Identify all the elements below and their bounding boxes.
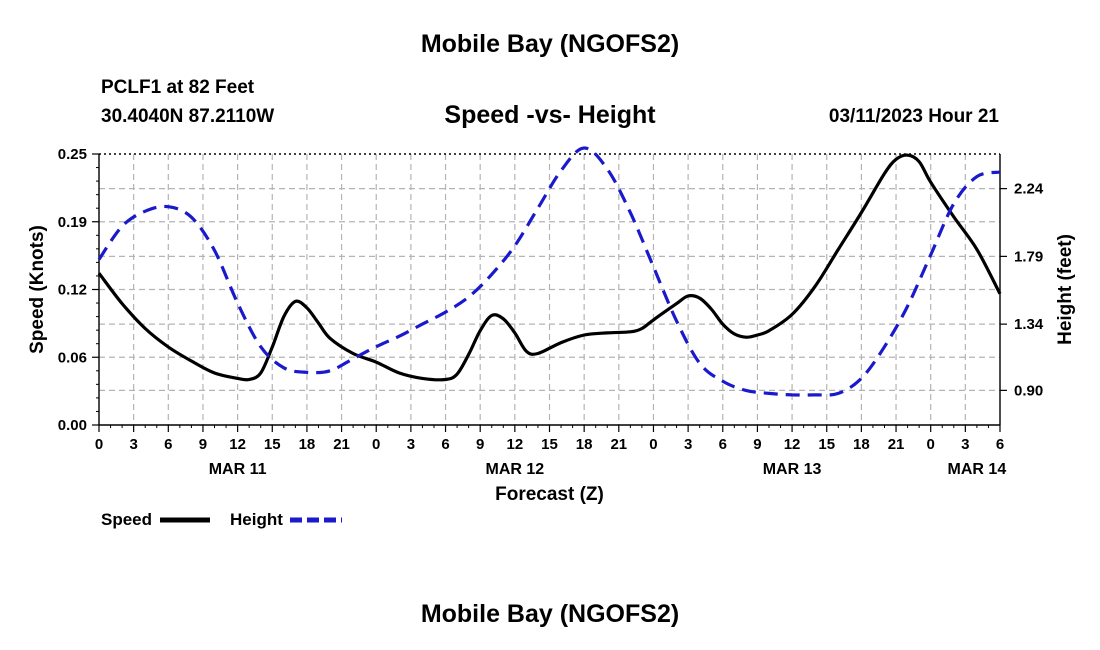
coordinates-label: 30.4040N 87.2110W: [101, 106, 275, 127]
x-tick-label: 15: [264, 436, 281, 453]
timestamp-label: 03/11/2023 Hour 21: [828, 106, 999, 127]
x-tick-label: 0: [95, 436, 103, 453]
legend-label-height: Height: [230, 510, 283, 529]
x-tick-label: 9: [199, 436, 207, 453]
series-line-height: [97, 146, 1001, 397]
x-tick-label: 21: [333, 436, 350, 453]
x-tick-label: 15: [541, 436, 558, 453]
date-label: MAR 14: [948, 461, 1007, 478]
footer-title: Mobile Bay (NGOFS2): [420, 600, 680, 628]
x-tick-label: 3: [407, 436, 415, 453]
x-tick-label: 9: [476, 436, 484, 453]
x-tick-label: 18: [299, 436, 316, 453]
x-axis-label: Forecast (Z): [495, 484, 604, 505]
x-tick-label: 18: [576, 436, 593, 453]
y-tick-label: 0.25: [58, 146, 87, 163]
x-tick-label: 3: [129, 436, 137, 453]
x-tick-label: 12: [784, 436, 801, 453]
x-tick-label: 9: [753, 436, 761, 453]
legend-label-speed: Speed: [101, 510, 152, 529]
x-tick-label: 3: [961, 436, 969, 453]
y2-tick-label: 1.34: [1014, 316, 1044, 333]
x-tick-label: 6: [164, 436, 172, 453]
y-axis-label: Speed (Knots): [27, 225, 48, 354]
page-title: Mobile Bay (NGOFS2): [420, 30, 680, 58]
y2-axis-label: Height (feet): [1055, 234, 1076, 345]
y2-tick-label: 0.90: [1014, 382, 1043, 399]
x-tick-label: 21: [888, 436, 905, 453]
y2-tick-label: 2.24: [1014, 181, 1044, 198]
x-tick-label: 0: [649, 436, 657, 453]
chart-subtitle: Speed -vs- Height: [444, 101, 656, 129]
date-label: MAR 13: [763, 461, 822, 478]
y-tick-label: 0.06: [58, 349, 87, 366]
x-tick-label: 12: [229, 436, 246, 453]
x-tick-label: 6: [441, 436, 449, 453]
x-tick-label: 6: [719, 436, 727, 453]
speed-height-chart: 0 3 6 9 12 15 18 21 0 3 6 9 12 15 18 21 0 3 6 9 12 15 18 21 0 3 6 M…: [27, 146, 1076, 529]
y2-tick-label: 1.79: [1014, 248, 1043, 265]
date-label: MAR 11: [209, 461, 267, 478]
y-tick-label: 0.19: [58, 214, 87, 231]
x-tick-label: 15: [818, 436, 835, 453]
x-tick-label: 21: [610, 436, 627, 453]
y-tick-label: 0.12: [58, 282, 87, 299]
x-tick-label: 12: [507, 436, 524, 453]
station-label: PCLF1 at 82 Feet: [101, 77, 255, 98]
x-tick-label: 0: [372, 436, 380, 453]
x-tick-label: 6: [996, 436, 1004, 453]
x-tick-label: 0: [927, 436, 935, 453]
date-label: MAR 12: [486, 461, 545, 478]
x-tick-label: 3: [684, 436, 692, 453]
y-tick-label: 0.00: [58, 417, 87, 434]
series-line-speed: [97, 153, 1002, 382]
x-tick-label: 18: [853, 436, 870, 453]
